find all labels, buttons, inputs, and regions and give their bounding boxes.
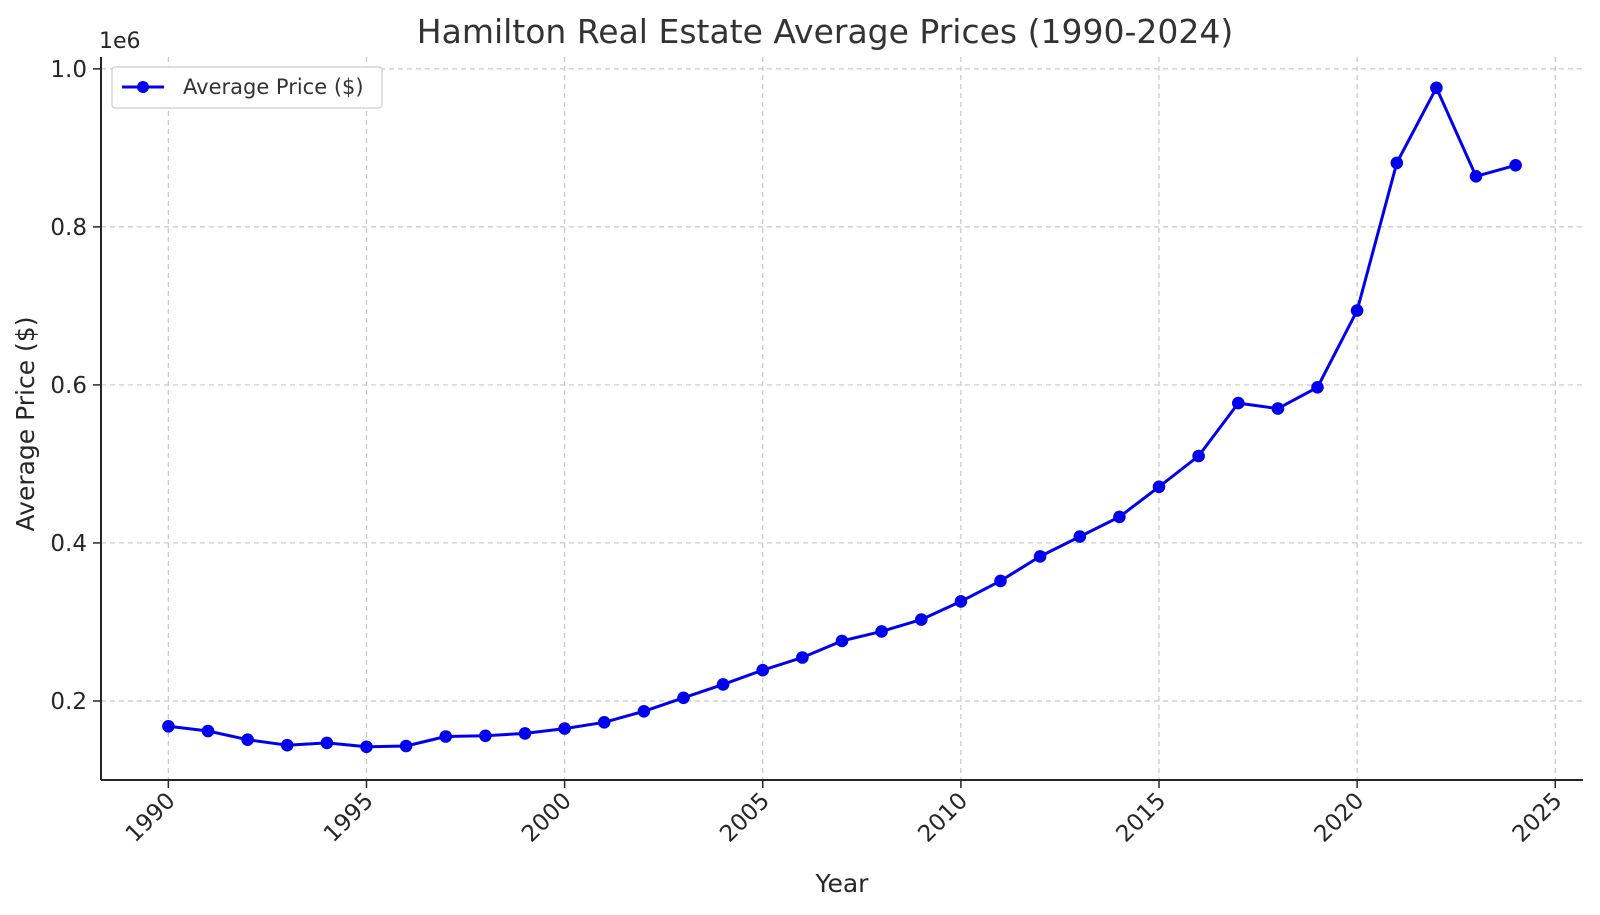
data-point <box>360 740 373 754</box>
data-point <box>835 634 849 648</box>
data-point <box>1430 81 1443 95</box>
data-point <box>241 733 254 746</box>
data-point <box>1073 530 1087 543</box>
data-point <box>1232 396 1245 410</box>
data-point <box>479 729 492 743</box>
data-point <box>756 663 769 677</box>
data-point <box>439 730 453 743</box>
data-point <box>637 705 651 718</box>
data-point <box>320 736 334 750</box>
legend-marker-sample <box>137 81 149 93</box>
y-tick-label: 0.2 <box>50 689 87 715</box>
y-axis-label: Average Price ($) <box>11 317 40 532</box>
plot-area <box>100 57 1583 781</box>
data-point <box>558 722 571 735</box>
data-point <box>162 720 175 733</box>
data-point <box>1350 304 1364 317</box>
data-point <box>875 625 888 638</box>
data-point <box>280 738 294 752</box>
y-tick-label: 1.0 <box>50 57 87 83</box>
legend-box <box>111 66 383 109</box>
data-point <box>994 574 1007 588</box>
data-point <box>1390 156 1404 170</box>
y-tick-label: 0.6 <box>50 373 87 399</box>
data-point <box>518 727 532 740</box>
gridlines <box>101 57 1583 780</box>
data-point <box>954 595 968 608</box>
data-point <box>677 691 690 705</box>
y-axis-offset-label: 1e6 <box>99 29 141 54</box>
data-point <box>1271 402 1285 415</box>
data-point <box>597 716 611 729</box>
x-axis-label: Year <box>815 869 870 898</box>
y-tick-label: 0.8 <box>50 215 87 241</box>
data-point <box>796 651 809 664</box>
data-point <box>1033 550 1047 563</box>
data-point <box>1311 381 1324 394</box>
chart-title: Hamilton Real Estate Average Prices (199… <box>417 12 1233 51</box>
series-layer <box>162 81 1522 754</box>
y-tick-label: 0.4 <box>50 531 87 557</box>
legend-label: Average Price ($) <box>183 75 364 99</box>
data-point <box>399 739 413 753</box>
data-point <box>915 613 928 626</box>
legend: Average Price ($) <box>111 66 383 109</box>
data-point <box>1113 510 1126 524</box>
data-point <box>1192 449 1205 463</box>
data-point <box>716 678 730 691</box>
data-point <box>1509 159 1522 172</box>
y-ticks: 0.2 0.4 0.6 0.8 1.0 <box>50 57 101 715</box>
data-point <box>201 724 215 738</box>
data-point <box>1152 480 1166 494</box>
data-point <box>1469 170 1483 183</box>
